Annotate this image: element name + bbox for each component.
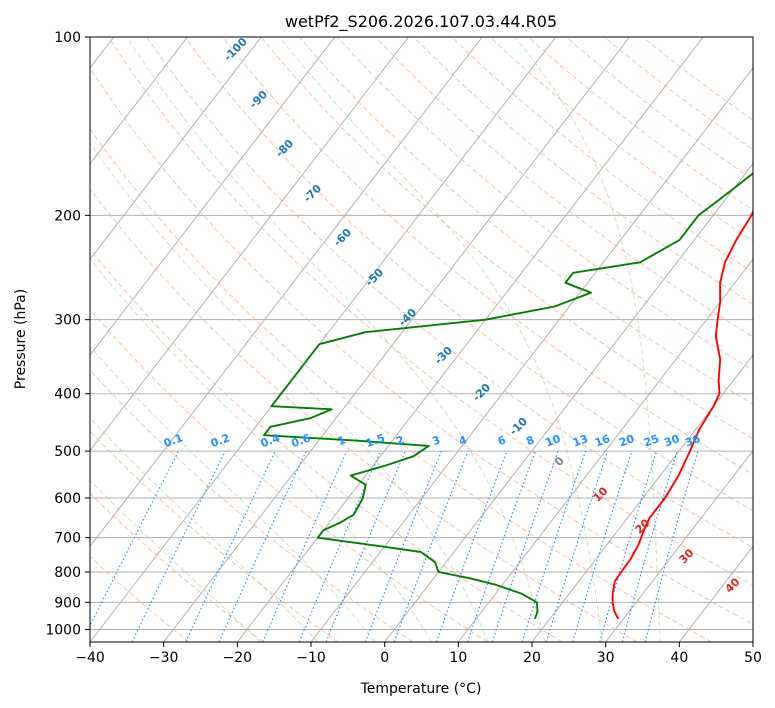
isotherm-line [310,67,753,642]
mixing-ratio-label: 1 [336,433,348,448]
isotherm-line [90,37,483,548]
temperature-profile-line [611,209,753,620]
mixing-ratio-line [466,450,537,642]
mixing-ratio-line [599,450,658,642]
x-tick-label: −30 [149,650,179,666]
plot-frame [89,36,754,643]
isotherm-line [90,37,336,356]
isotherm-line [90,37,557,642]
y-tick-label: 500 [54,444,81,460]
mixing-ratio-label: 8 [524,433,536,448]
moist-adiabat-line [90,142,489,642]
moist-adiabat-line [514,37,661,642]
isotherm-line [457,258,753,642]
mixing-ratio-line [90,450,179,627]
dry-adiabat-line [90,127,712,642]
dry-adiabat-line [565,37,753,181]
mixing-ratio-line [393,450,469,642]
dry-adiabat-line [527,37,753,211]
isotherm-line [605,449,753,642]
moist-adiabat-line [90,479,261,642]
mixing-ratio-label: 16 [593,432,612,450]
mixing-ratio-label: 25 [642,432,661,449]
x-tick-label: 40 [670,650,688,666]
mixing-ratio-label: 2 [394,433,406,448]
mixing-ratio-label: 0.1 [162,431,185,450]
dry-adiabat-line [90,188,638,642]
mixing-ratio-line [572,450,633,642]
y-tick-label: 400 [54,387,81,403]
mixing-ratio-line [298,450,382,642]
moist-adiabat-line [90,417,319,642]
x-axis-label: Temperature (°C) [360,681,482,697]
mixing-ratio-label: 1.5 [364,431,387,450]
mixing-ratio-label: 3 [430,433,442,448]
mixing-ratio-label: 10 [544,432,563,450]
dry-adiabat-line [146,37,753,549]
dry-adiabat-line [184,37,753,512]
mixing-ratio-line [364,450,443,642]
mixing-ratio-label: 0.4 [259,431,282,450]
dry-adiabat-line [298,37,753,405]
x-tick-label: 10 [449,650,467,666]
x-tick-label: −40 [75,650,105,666]
dry-adiabat-line [260,37,753,440]
dry-adiabat-line [90,248,563,642]
dry-adiabat-line [451,37,753,273]
mixing-ratio-label: 4 [457,433,469,448]
mixing-ratio-line [131,450,226,642]
isotherm-line [163,37,630,642]
mixing-ratio-line [644,450,699,642]
x-tick-label: −20 [223,650,253,666]
isotherm-line [90,37,409,452]
mixing-ratio-line [262,450,348,642]
axes: −40 −30 −20 −10 0 10 20 30 40 5010020030040050060… [45,30,762,666]
mixing-ratio-label: 6 [496,433,508,448]
moist-adiabat-line [279,37,603,642]
mixing-ratio-line [435,450,508,642]
isotherm-line [236,37,704,642]
y-tick-label: 900 [54,595,81,611]
isotherm-line [531,354,753,642]
mixing-ratio-line [621,450,678,642]
x-tick-label: −10 [296,650,326,666]
dewpoint-profile-line [263,171,753,620]
y-tick-label: 800 [54,565,81,581]
dry-adiabat-line [337,37,753,371]
mixing-ratio-label: 20 [617,432,636,450]
moist-adiabat-line [90,258,432,642]
mixing-ratio-label: 30 [662,432,681,450]
profile-series [263,171,753,620]
dry-adiabat-line [90,369,414,642]
mixing-ratio-label: 36 [683,432,702,450]
y-tick-label: 700 [54,531,81,547]
y-tick-label: 1000 [45,622,81,638]
mixing-ratio-line [325,450,406,642]
mixing-ratio-line [521,450,587,642]
y-tick-label: 200 [54,208,81,224]
mixing-ratio-label: 0.6 [290,431,313,450]
mixing-ratio-label: 0.2 [209,431,232,450]
isotherm-line [90,37,188,165]
y-tick-label: 300 [54,313,81,329]
plot-area [90,37,753,642]
chart-title: wetPf2_S206.2026.107.03.44.R05 [285,12,557,32]
isotherm-line [90,37,262,261]
x-tick-label: 0 [380,650,389,666]
x-tick-label: 30 [597,650,615,666]
y-tick-label: 600 [54,491,81,507]
y-axis-label: Pressure (hPa) [13,289,29,389]
mixing-ratio-line [491,450,559,642]
x-tick-label: 50 [744,650,762,666]
y-tick-label: 100 [54,30,81,46]
dry-adiabat-line [375,37,753,338]
dry-adiabat-line [108,37,753,586]
isotherm-line [384,162,753,642]
mixing-ratio-label: 13 [571,432,590,449]
grid-lines [90,37,753,642]
x-tick-label: 20 [523,650,541,666]
mixing-ratio-line [545,450,609,642]
